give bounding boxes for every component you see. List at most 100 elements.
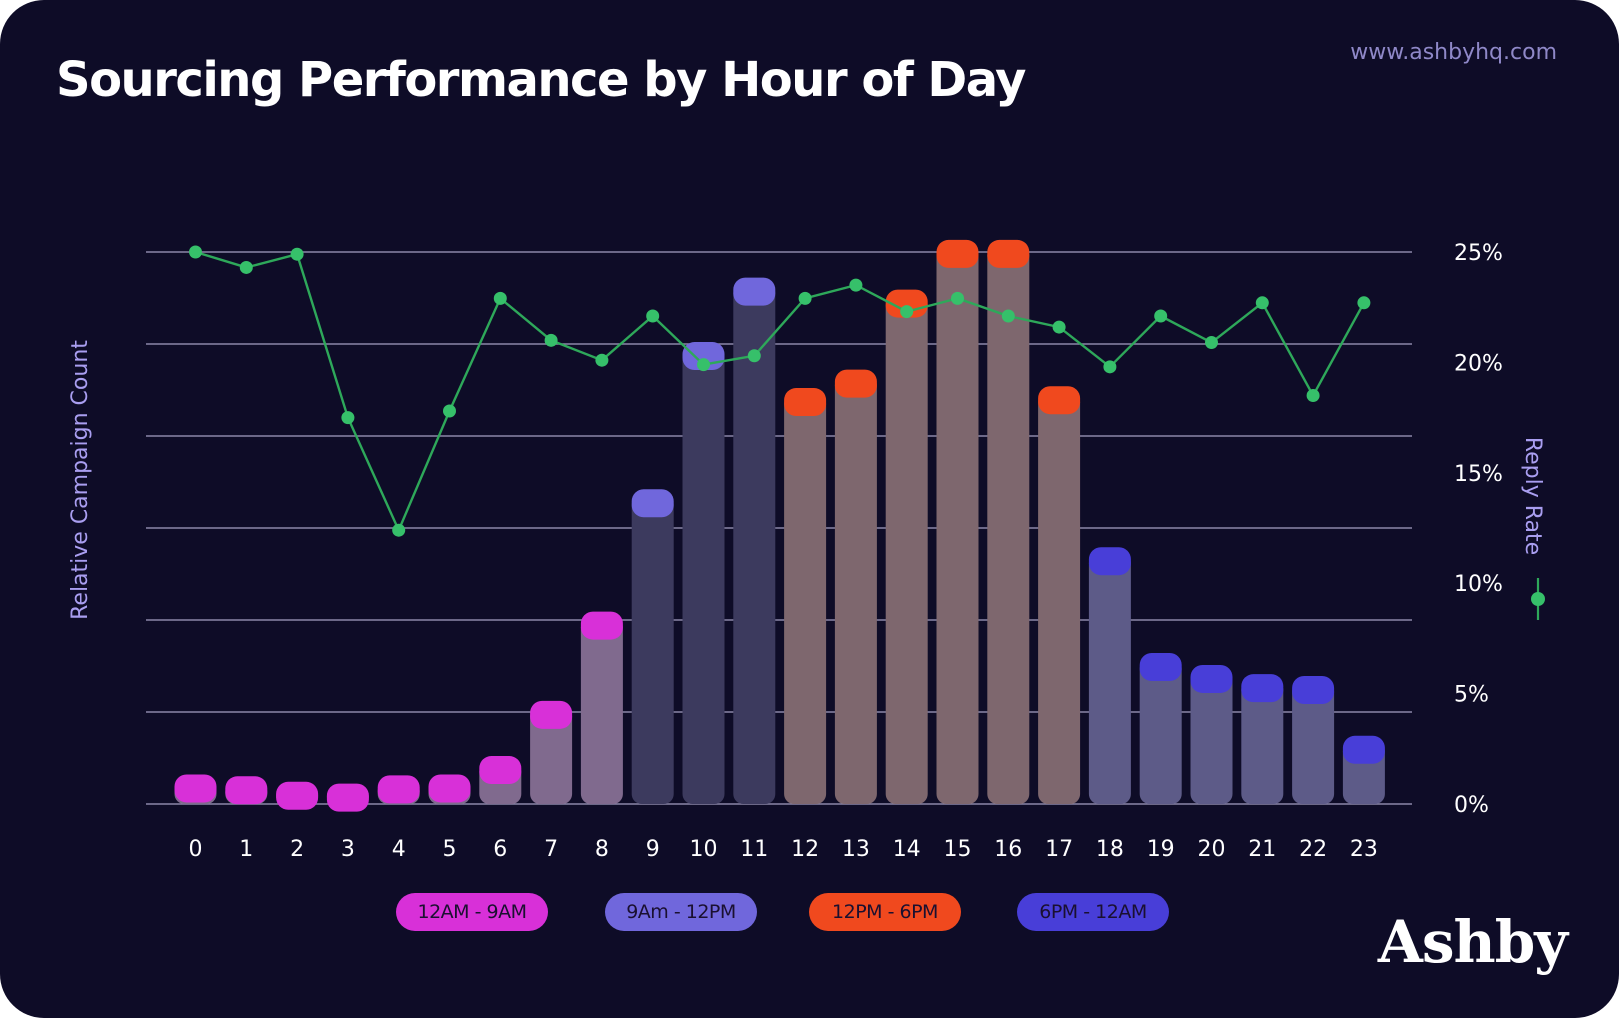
x-tick-label: 18 [1096, 837, 1124, 862]
x-tick-label: 4 [392, 837, 406, 862]
bar-cap [1038, 386, 1081, 415]
x-tick-label: 7 [544, 837, 558, 862]
bar-hour-0 [174, 774, 217, 804]
reply-rate-point-14 [900, 305, 914, 319]
x-tick-label: 8 [595, 837, 609, 862]
reply-rate-point-5 [443, 404, 456, 418]
bar-body [834, 375, 877, 804]
bar-body [530, 706, 573, 804]
bar-cap [834, 369, 877, 398]
bar-body [987, 245, 1030, 805]
bar-cap [225, 776, 268, 805]
reply-rate-point-3 [341, 411, 355, 425]
reply-rate-point-18 [1103, 360, 1117, 374]
legend-item-6pm-12am: 6PM - 12AM [1017, 893, 1169, 931]
x-tick-label: 9 [646, 837, 660, 862]
bar-hour-5 [428, 774, 471, 804]
bar-hour-22 [1292, 676, 1335, 804]
x-tick-label: 15 [944, 837, 972, 862]
bar-body [1190, 670, 1233, 804]
bar-hour-18 [1088, 547, 1131, 804]
reply-rate-point-8 [595, 353, 609, 367]
reply-rate-point-12 [798, 291, 812, 305]
x-tick-label: 13 [842, 837, 870, 862]
bar-cap [1342, 735, 1385, 764]
bar-cap [428, 774, 471, 803]
legend: 12AM - 9AM 9Am - 12PM 12PM - 6PM 6PM - 1… [0, 893, 1619, 933]
reply-rate-point-6 [493, 291, 507, 305]
bar-hour-16 [987, 239, 1030, 805]
bar-cap [733, 277, 776, 306]
bar-body [1241, 680, 1284, 804]
x-tick-label: 1 [239, 837, 253, 862]
bar-body [1088, 553, 1131, 804]
reply-rate-point-2 [290, 247, 304, 261]
x-tick-label: 0 [189, 837, 203, 862]
bar-cap [885, 289, 928, 318]
bar-cap [326, 783, 369, 812]
x-tick-label: 21 [1248, 837, 1276, 862]
bar-hour-14 [885, 289, 928, 804]
bar-hour-21 [1241, 674, 1284, 804]
bar-body [1038, 392, 1081, 804]
bar-body [682, 348, 725, 804]
reply-rate-point-0 [189, 245, 202, 259]
bar-cap [936, 239, 979, 268]
reply-rate-point-16 [1001, 309, 1015, 323]
bar-hour-4 [377, 775, 420, 804]
reply-rate-point-23 [1357, 296, 1371, 310]
bar-body [1139, 659, 1182, 804]
y-tick-label: 0% [1454, 793, 1489, 818]
legend-item-12pm-6pm: 12PM - 6PM [809, 893, 961, 931]
reply-rate-point-4 [392, 523, 406, 537]
x-tick-label: 11 [740, 837, 768, 862]
bar-body [784, 394, 827, 804]
bars [174, 239, 1385, 812]
x-tick-label: 3 [341, 837, 355, 862]
website-url[interactable]: www.ashbyhq.com [1350, 40, 1557, 65]
y-tick-label: 10% [1454, 572, 1503, 597]
bar-hour-17 [1038, 386, 1081, 804]
x-tick-label: 14 [893, 837, 921, 862]
bar-body [936, 245, 979, 805]
x-tick-label: 12 [791, 837, 819, 862]
bar-hour-20 [1190, 664, 1233, 804]
bar-cap [1292, 676, 1335, 704]
x-tick-label: 6 [493, 837, 507, 862]
reply-rate-line [189, 245, 1371, 537]
reply-rate-point-17 [1052, 320, 1066, 334]
reply-rate-point-15 [951, 291, 964, 305]
bar-cap [1088, 547, 1131, 576]
reply-rate-point-10 [697, 358, 710, 372]
bar-body [1292, 682, 1335, 804]
reply-rate-point-13 [849, 278, 863, 292]
bar-cap [530, 700, 573, 729]
y-tick-label: 15% [1454, 462, 1503, 487]
legend-item-9am-12pm: 9Am - 12PM [605, 893, 757, 931]
x-tick-label: 22 [1299, 837, 1327, 862]
bar-cap [987, 239, 1030, 268]
bar-cap [784, 388, 827, 417]
x-tick-label: 23 [1350, 837, 1378, 862]
x-tick-label: 2 [290, 837, 304, 862]
bar-hour-15 [936, 239, 979, 805]
bar-cap [479, 756, 522, 785]
bar-hour-3 [326, 783, 369, 812]
y-tick-label: 5% [1454, 683, 1489, 708]
reply-rate-legend-marker [1531, 578, 1545, 620]
bar-hour-11 [733, 277, 776, 804]
x-tick-label: 19 [1147, 837, 1175, 862]
y-tick-label: 25% [1454, 241, 1503, 266]
ashby-logo: Ashby [1377, 908, 1568, 976]
reply-rate-point-11 [747, 349, 761, 363]
bar-hour-19 [1139, 653, 1182, 804]
bar-cap [631, 489, 674, 518]
bar-cap [174, 774, 217, 803]
bar-body [733, 283, 776, 804]
x-tick-label: 16 [994, 837, 1022, 862]
reply-rate-polyline [195, 250, 1365, 534]
reply-rate-point-7 [544, 333, 558, 347]
bar-cap [377, 775, 420, 804]
bar-body [631, 495, 674, 804]
